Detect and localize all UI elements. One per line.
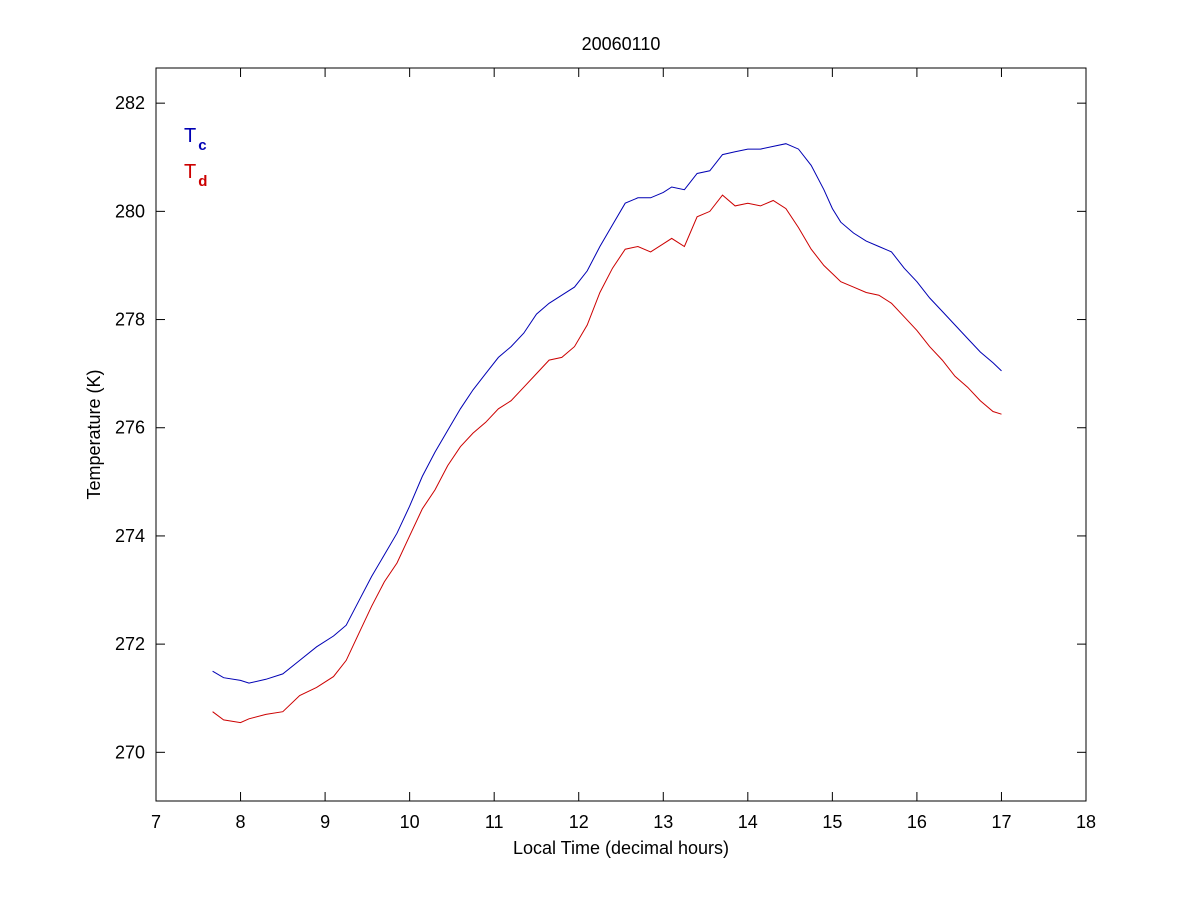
x-tick-label: 15 bbox=[822, 812, 842, 832]
y-tick-label: 274 bbox=[115, 526, 145, 546]
x-tick-label: 17 bbox=[991, 812, 1011, 832]
y-tick-label: 282 bbox=[115, 93, 145, 113]
x-tick-label: 18 bbox=[1076, 812, 1096, 832]
x-tick-label: 9 bbox=[320, 812, 330, 832]
y-axis-label: Temperature (K) bbox=[84, 369, 104, 499]
x-tick-label: 8 bbox=[236, 812, 246, 832]
series-line-td bbox=[212, 194, 1002, 724]
y-tick-label: 272 bbox=[115, 634, 145, 654]
legend-subscript: d bbox=[198, 173, 207, 190]
chart-title: 20060110 bbox=[582, 34, 661, 54]
x-tick-label: 13 bbox=[653, 812, 673, 832]
y-tick-label: 270 bbox=[115, 742, 145, 762]
y-tick-label: 278 bbox=[115, 310, 145, 330]
y-tick-label: 276 bbox=[115, 418, 145, 438]
x-tick-label: 11 bbox=[485, 812, 504, 832]
y-tick-label: 280 bbox=[115, 201, 145, 221]
series-layer bbox=[212, 143, 1002, 724]
x-axis-label: Local Time (decimal hours) bbox=[513, 838, 729, 858]
x-tick-label: 12 bbox=[569, 812, 589, 832]
x-tick-label: 16 bbox=[907, 812, 927, 832]
y-axis: 270 272 274 276 278 280 282 bbox=[115, 93, 1086, 762]
x-tick-label: 14 bbox=[738, 812, 758, 832]
plot-frame bbox=[155, 67, 1087, 802]
series-line-tc bbox=[212, 143, 1002, 684]
x-tick-label: 7 bbox=[151, 812, 161, 832]
legend-subscript: c bbox=[198, 137, 206, 154]
x-axis: 7 8 9 10 11 12 13 14 15 16 17 18 bbox=[151, 68, 1096, 832]
x-tick-label: 10 bbox=[400, 812, 420, 832]
